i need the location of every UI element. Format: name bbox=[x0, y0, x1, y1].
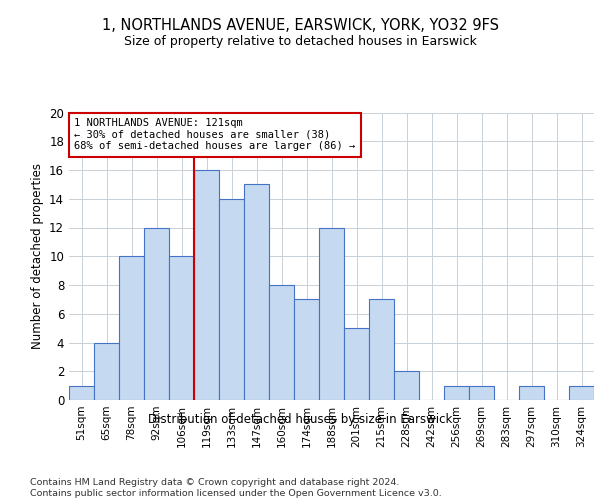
Bar bbox=[294, 300, 319, 400]
Bar bbox=[394, 371, 419, 400]
Bar bbox=[94, 342, 119, 400]
Bar bbox=[319, 228, 344, 400]
Text: Distribution of detached houses by size in Earswick: Distribution of detached houses by size … bbox=[148, 412, 452, 426]
Bar bbox=[194, 170, 219, 400]
Y-axis label: Number of detached properties: Number of detached properties bbox=[31, 163, 44, 350]
Text: 1, NORTHLANDS AVENUE, EARSWICK, YORK, YO32 9FS: 1, NORTHLANDS AVENUE, EARSWICK, YORK, YO… bbox=[101, 18, 499, 32]
Bar bbox=[219, 198, 244, 400]
Bar bbox=[119, 256, 144, 400]
Bar bbox=[344, 328, 369, 400]
Bar bbox=[269, 285, 294, 400]
Text: Size of property relative to detached houses in Earswick: Size of property relative to detached ho… bbox=[124, 35, 476, 48]
Text: 1 NORTHLANDS AVENUE: 121sqm
← 30% of detached houses are smaller (38)
68% of sem: 1 NORTHLANDS AVENUE: 121sqm ← 30% of det… bbox=[74, 118, 355, 152]
Text: Contains HM Land Registry data © Crown copyright and database right 2024.
Contai: Contains HM Land Registry data © Crown c… bbox=[30, 478, 442, 498]
Bar bbox=[444, 386, 469, 400]
Bar bbox=[144, 228, 169, 400]
Bar bbox=[369, 300, 394, 400]
Bar bbox=[519, 386, 544, 400]
Bar bbox=[244, 184, 269, 400]
Bar bbox=[69, 386, 94, 400]
Bar bbox=[169, 256, 194, 400]
Bar bbox=[469, 386, 494, 400]
Bar bbox=[569, 386, 594, 400]
